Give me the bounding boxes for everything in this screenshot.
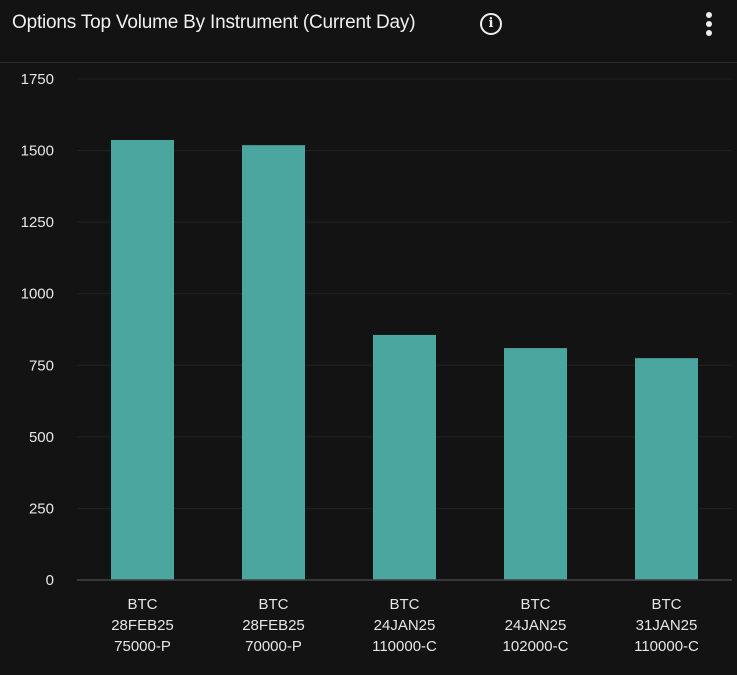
y-tick-label: 1500	[21, 143, 54, 160]
x-tick-label: 28FEB25	[242, 617, 305, 634]
y-tick-label: 1750	[21, 71, 54, 88]
y-tick-label: 1000	[21, 286, 54, 303]
y-tick-label: 1250	[21, 214, 54, 231]
x-tick-label: BTC	[652, 596, 682, 613]
x-tick-label: BTC	[259, 596, 289, 613]
x-tick-label: BTC	[128, 596, 158, 613]
bar	[373, 334, 436, 580]
y-tick-label: 0	[46, 572, 54, 589]
x-tick-label: 110000-C	[372, 638, 437, 655]
y-tick-label: 250	[29, 500, 54, 517]
bar	[242, 145, 305, 580]
more-vertical-icon[interactable]	[700, 10, 718, 38]
x-tick-label: 24JAN25	[505, 617, 567, 634]
x-tick-label: 28FEB25	[111, 617, 174, 634]
x-tick-label: 110000-C	[634, 638, 699, 655]
y-tick-label: 750	[29, 357, 54, 374]
bar	[111, 139, 174, 580]
x-tick-label: 31JAN25	[636, 617, 698, 634]
x-tick-label: 102000-C	[503, 638, 569, 655]
y-tick-label: 500	[29, 429, 54, 446]
chart-title: Options Top Volume By Instrument (Curren…	[12, 12, 416, 33]
chart-header: Options Top Volume By Instrument (Curren…	[0, 0, 737, 63]
bar	[504, 348, 567, 580]
bar	[635, 358, 698, 580]
x-tick-label: BTC	[390, 596, 420, 613]
x-tick-label: 24JAN25	[374, 617, 436, 634]
x-tick-label: 75000-P	[114, 638, 171, 655]
info-icon[interactable]: i	[480, 13, 502, 35]
x-tick-label: 70000-P	[245, 638, 302, 655]
x-tick-label: BTC	[521, 596, 551, 613]
